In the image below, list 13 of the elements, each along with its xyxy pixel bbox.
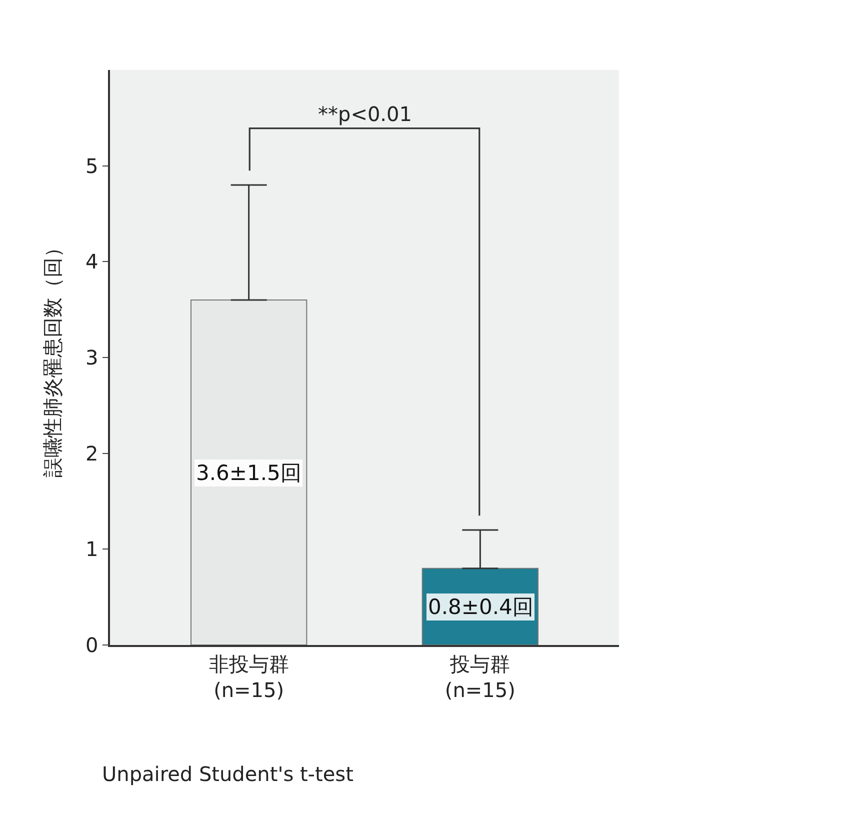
y-tick-label: 3 xyxy=(86,346,98,370)
data-label: 0.8±0.4回 xyxy=(428,595,534,619)
y-tick-label: 4 xyxy=(86,250,98,274)
data-label: 3.6±1.5回 xyxy=(196,461,302,485)
x-tick-label: 非投与群 (n=15) xyxy=(208,652,289,702)
y-tick-label: 0 xyxy=(86,633,98,657)
annotation: **p<0.01 xyxy=(318,102,412,126)
y-tick-label: 2 xyxy=(86,441,98,466)
x-tick-label: 投与群 (n=15) xyxy=(444,652,516,702)
y-tick-label: 1 xyxy=(86,537,98,562)
text: Unpaired Student's t-test xyxy=(102,762,354,786)
y-axis-title: 誤嚥性肺炎罹患回数（回） xyxy=(40,238,64,478)
y-tick-label: 5 xyxy=(86,154,98,178)
